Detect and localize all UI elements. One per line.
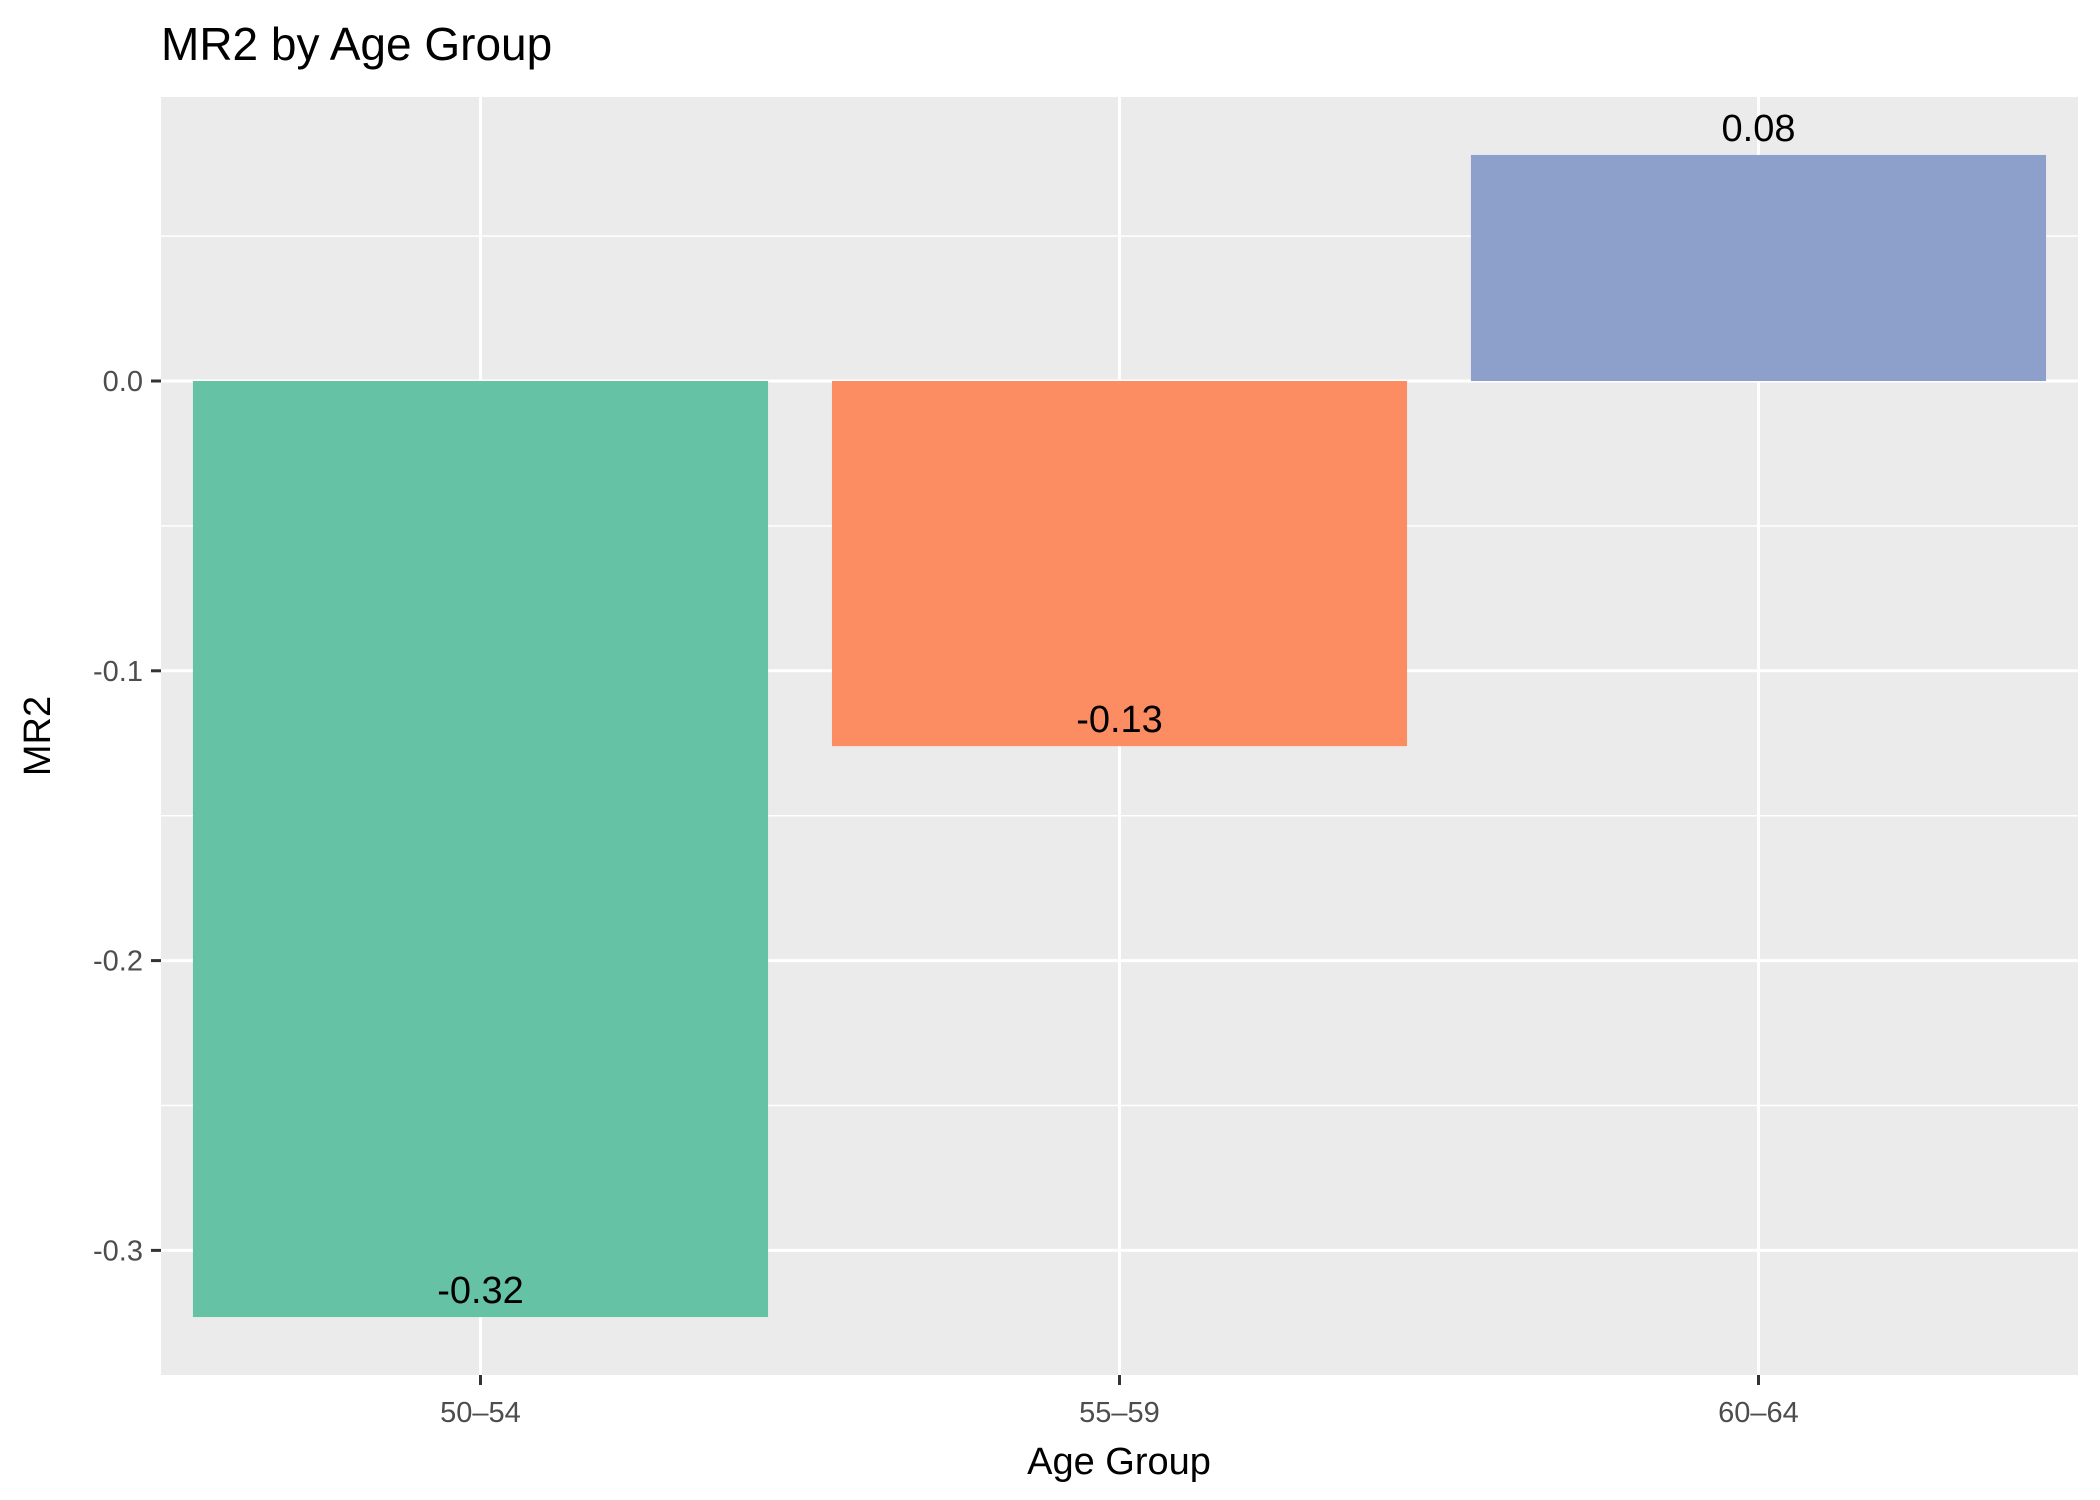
x-tick-label: 55–59 [1079,1397,1160,1429]
y-tick-label: 0.0 [103,366,143,398]
y-tick-label: -0.1 [93,656,143,688]
bar [831,381,1408,747]
data-label: -0.13 [1076,699,1163,741]
x-tick-label: 50–54 [440,1397,521,1429]
x-axis-title: Age Group [1027,1441,1211,1483]
data-label: -0.32 [437,1270,524,1312]
x-axis: 50–54 55–59 60–64 [440,1375,1799,1429]
bars [192,154,2047,1318]
y-axis-title: MR2 [17,696,59,776]
data-label: 0.08 [1722,108,1796,150]
bar [1470,154,2047,381]
bar [192,381,769,1318]
y-axis: 0.0 -0.1 -0.2 -0.3 [93,366,161,1267]
chart-title: MR2 by Age Group [161,18,552,70]
y-tick-label: -0.3 [93,1235,143,1267]
x-tick-label: 60–64 [1718,1397,1799,1429]
y-tick-label: -0.2 [93,946,143,978]
data-labels: -0.32 -0.13 0.08 [437,108,1795,1312]
